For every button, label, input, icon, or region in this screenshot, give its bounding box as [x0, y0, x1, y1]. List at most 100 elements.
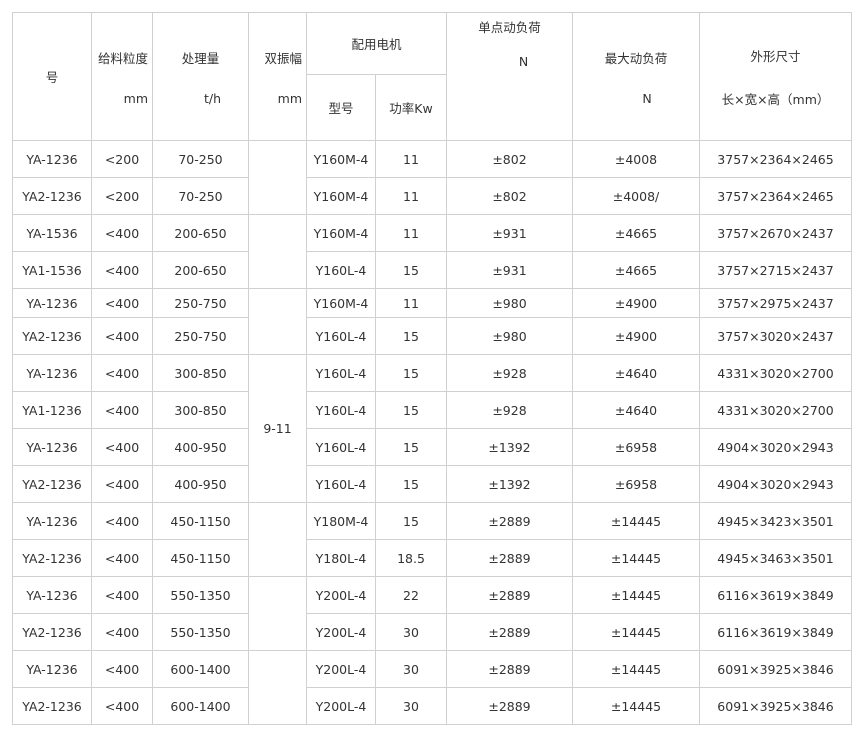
- cell-single-load: ±2889: [446, 502, 573, 540]
- cell-motor-type: Y180L-4: [306, 539, 376, 577]
- cell-single-load: ±1392: [446, 465, 573, 503]
- header-max-load: 最大动负荷 N: [572, 12, 700, 141]
- cell-amplitude: [248, 502, 307, 577]
- table-row: YA2-1236 <400 250-750 Y160L-4 15 ±980 ±4900 375…: [12, 317, 852, 355]
- cell-max-load: ±4640: [572, 391, 700, 429]
- cell-motor-type: Y160M-4: [306, 140, 376, 178]
- cell-feed-size: <400: [91, 317, 153, 355]
- cell-feed-size: <400: [91, 687, 153, 725]
- cell-capacity: 550-1350: [152, 576, 249, 614]
- header-feed-size: 给料粒度 mm: [91, 12, 153, 141]
- cell-dimensions: 4945×3423×3501: [699, 502, 852, 540]
- cell-amplitude: [248, 650, 307, 725]
- header-capacity: 处理量 t/h: [152, 12, 249, 141]
- cell-motor-type: Y200L-4: [306, 650, 376, 688]
- cell-motor-type: Y160M-4: [306, 288, 376, 318]
- cell-max-load: ±14445: [572, 687, 700, 725]
- cell-dimensions: 4904×3020×2943: [699, 465, 852, 503]
- cell-single-load: ±980: [446, 317, 573, 355]
- cell-single-load: ±980: [446, 288, 573, 318]
- cell-max-load: ±14445: [572, 613, 700, 651]
- cell-single-load: ±2889: [446, 576, 573, 614]
- cell-motor-power: 18.5: [375, 539, 447, 577]
- cell-model: YA-1236: [12, 428, 92, 466]
- cell-single-load: ±2889: [446, 650, 573, 688]
- cell-feed-size: <400: [91, 288, 153, 318]
- cell-dimensions: 6116×3619×3849: [699, 576, 852, 614]
- cell-model: YA2-1236: [12, 177, 92, 215]
- cell-feed-size: <400: [91, 613, 153, 651]
- cell-max-load: ±14445: [572, 576, 700, 614]
- cell-single-load: ±802: [446, 177, 573, 215]
- table-row: YA-1236 <400 400-950 Y160L-4 15 ±1392 ±6958 490…: [12, 428, 852, 466]
- cell-motor-type: Y160L-4: [306, 317, 376, 355]
- table-row: YA-1536 <400 200-650 Y160M-4 11 ±931 ±4665 3757…: [12, 214, 852, 289]
- cell-motor-type: Y160L-4: [306, 428, 376, 466]
- cell-capacity: 450-1150: [152, 502, 249, 540]
- cell-feed-size: <400: [91, 465, 153, 503]
- cell-dimensions: 3757×2364×2465: [699, 177, 852, 215]
- cell-single-load: ±928: [446, 354, 573, 392]
- cell-model: YA2-1236: [12, 317, 92, 355]
- cell-dimensions: 3757×3020×2437: [699, 317, 852, 355]
- cell-single-load: ±2889: [446, 613, 573, 651]
- cell-capacity: 600-1400: [152, 687, 249, 725]
- cell-amplitude: 9-11: [248, 354, 307, 503]
- table-row: YA2-1236 <400 400-950 Y160L-4 15 ±1392 ±6958 49…: [12, 465, 852, 503]
- header-motor-power: 功率Kw: [375, 74, 447, 141]
- header-motor: 配用电机: [306, 12, 447, 75]
- cell-max-load: ±14445: [572, 502, 700, 540]
- cell-max-load: ±14445: [572, 539, 700, 577]
- cell-motor-power: 11: [375, 140, 447, 178]
- cell-motor-type: Y160L-4: [306, 354, 376, 392]
- cell-max-load: ±4640: [572, 354, 700, 392]
- cell-motor-power: 30: [375, 687, 447, 725]
- cell-single-load: ±802: [446, 140, 573, 178]
- cell-motor-power: 15: [375, 391, 447, 429]
- cell-single-load: ±2889: [446, 539, 573, 577]
- cell-max-load: ±4665: [572, 251, 700, 289]
- cell-max-load: ±14445: [572, 650, 700, 688]
- cell-feed-size: <400: [91, 428, 153, 466]
- table-row: YA2-1236 <200 70-250 Y160M-4 11 ±802 ±4008/375…: [12, 177, 852, 215]
- cell-model: YA2-1236: [12, 539, 92, 577]
- cell-amplitude: [248, 214, 307, 289]
- cell-motor-type: Y160M-4: [306, 177, 376, 215]
- cell-capacity: 400-950: [152, 428, 249, 466]
- cell-model: YA-1236: [12, 650, 92, 688]
- cell-motor-power: 15: [375, 354, 447, 392]
- cell-capacity: 550-1350: [152, 613, 249, 651]
- cell-single-load: ±928: [446, 391, 573, 429]
- cell-model: YA-1236: [12, 502, 92, 540]
- table-row: YA2-1236 <400 600-1400 Y200L-4 30 ±2889 ±14445…: [12, 687, 852, 725]
- cell-feed-size: <400: [91, 650, 153, 688]
- table-row: YA2-1236 <400 450-1150 Y180L-4 18.5 ±2889 ±144…: [12, 539, 852, 577]
- cell-feed-size: <400: [91, 539, 153, 577]
- cell-motor-type: Y200L-4: [306, 576, 376, 614]
- cell-max-load: ±4008/: [572, 177, 700, 215]
- cell-max-load: ±4900: [572, 288, 700, 318]
- table-row: YA-1236 <400 300-850 9-11 Y160L-4 15 ±928 ±4640…: [12, 354, 852, 503]
- cell-model: YA2-1236: [12, 613, 92, 651]
- cell-feed-size: <400: [91, 214, 153, 252]
- cell-motor-type: Y200L-4: [306, 613, 376, 651]
- cell-dimensions: 4331×3020×2700: [699, 391, 852, 429]
- cell-capacity: 250-750: [152, 288, 249, 318]
- cell-capacity: 200-650: [152, 214, 249, 252]
- cell-model: YA2-1236: [12, 465, 92, 503]
- cell-dimensions: 4945×3463×3501: [699, 539, 852, 577]
- cell-feed-size: <400: [91, 576, 153, 614]
- cell-feed-size: <200: [91, 140, 153, 178]
- cell-amplitude: [248, 576, 307, 651]
- cell-max-load: ±6958: [572, 465, 700, 503]
- cell-motor-type: Y180M-4: [306, 502, 376, 540]
- cell-motor-power: 22: [375, 576, 447, 614]
- cell-capacity: 300-850: [152, 354, 249, 392]
- table-row: YA2-1236 <400 550-1350 Y200L-4 30 ±2889 ±14445…: [12, 613, 852, 651]
- cell-feed-size: <400: [91, 502, 153, 540]
- cell-single-load: ±1392: [446, 428, 573, 466]
- cell-motor-power: 15: [375, 428, 447, 466]
- cell-model: YA1-1236: [12, 391, 92, 429]
- cell-model: YA-1536: [12, 214, 92, 252]
- cell-model: YA2-1236: [12, 687, 92, 725]
